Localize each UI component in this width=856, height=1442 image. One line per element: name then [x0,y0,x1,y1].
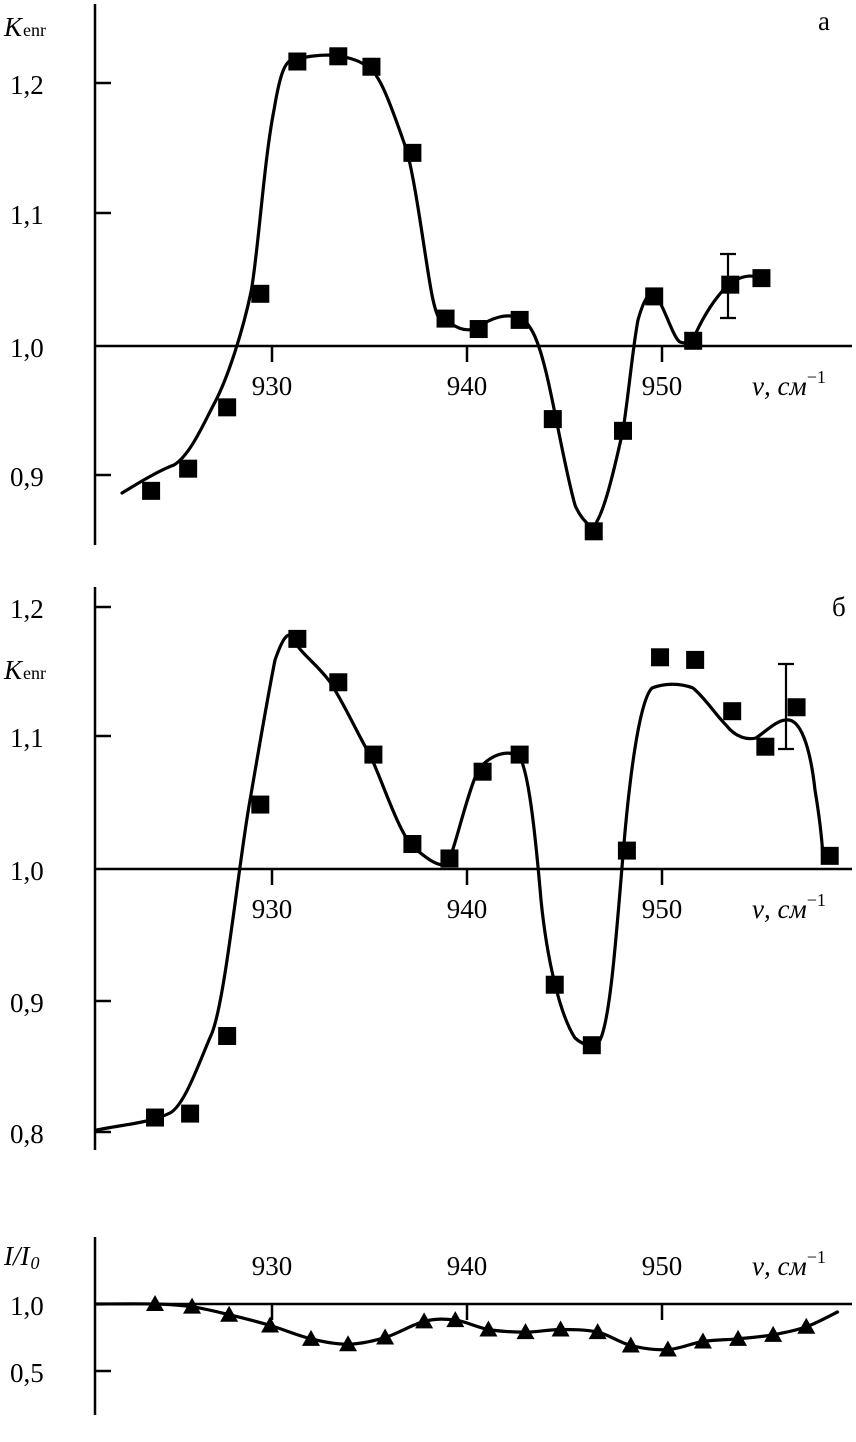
panel-b-marker-13 [617,841,636,860]
panel-a-xlabel: ν, см−1 [752,367,826,401]
panel-c-marker-15 [693,1332,712,1349]
panel-c-xlabel: ν, см−1 [752,1247,826,1281]
panel-a-marker-4 [288,52,307,71]
panel-c-xtick-2: 950 [642,1251,683,1281]
panel-a-marker-10 [510,310,529,329]
panel-a-marker-11 [543,410,562,429]
panel-c-ylabel: I/I0 [3,1241,39,1273]
panel-b-marker-6 [364,745,383,764]
panel-b-marker-9 [473,762,492,781]
panel-b-marker-15 [686,650,705,669]
panel-c: 0,5 1,0 930 940 950 I/I0 ν, см−1 [3,1237,852,1415]
panel-c-marker-18 [797,1317,816,1334]
panel-a-marker-7 [403,143,422,162]
panel-c-marker-16 [729,1329,748,1346]
panel-b-marker-5 [329,673,348,692]
panel-c-ticks [95,1304,664,1373]
panel-c-xtick-1: 940 [447,1251,488,1281]
panel-a-marker-15 [684,331,703,350]
panel-a: 0,9 1,0 1,1 1,2 930 940 950 Kenr ν, см−1… [3,4,852,545]
panel-a-marker-1 [179,459,198,478]
panel-c-marker-3 [261,1316,280,1333]
panel-b-xlabel: ν, см−1 [752,890,826,924]
panel-b-xtick-0: 930 [252,894,293,924]
panel-b-xtick-1: 940 [447,894,488,924]
panel-b-marker-11 [545,975,564,994]
panel-b-ticks [95,605,664,1134]
panel-a-ytick-2: 1,1 [10,200,44,230]
panel-a-marker-12 [584,522,603,541]
panel-c-marker-13 [621,1336,640,1353]
panel-b-xtick-2: 950 [642,894,683,924]
panel-c-marker-0 [146,1295,164,1311]
panel-b-marker-10 [510,745,529,764]
panel-a-xtick-0: 930 [252,371,293,401]
panel-a-ytick-3: 1,2 [10,70,44,100]
panel-c-marker-17 [764,1325,783,1342]
panel-b-marker-18 [787,698,806,717]
panel-b-marker-0 [146,1108,164,1127]
panel-b-ytick-2: 1,0 [10,856,44,886]
panel-c-ytick-1: 1,0 [10,1291,44,1321]
panel-a-letter: а [818,6,830,36]
panel-c-marker-12 [588,1323,607,1340]
panel-c-marker-2 [220,1305,239,1322]
panel-c-ytick-0: 0,5 [10,1358,44,1388]
panel-c-marker-11 [551,1320,570,1337]
panel-a-marker-9 [469,320,488,339]
panel-c-markers [146,1295,816,1357]
panel-a-marker-17 [752,269,771,288]
panel-b-marker-2 [218,1027,237,1046]
panel-a-marker-13 [614,421,632,440]
panel-b-marker-1 [181,1104,200,1123]
panel-a-xtick-1: 940 [447,371,488,401]
panel-b-ytick-1: 0,9 [10,988,44,1018]
panel-a-xtick-2: 950 [642,371,683,401]
panel-b-ylabel: Kenr [3,655,46,685]
panel-b-letter: б [832,592,846,622]
panel-c-marker-6 [376,1328,395,1345]
panel-a-ytick-1: 1,0 [10,333,44,363]
panel-b-marker-19 [820,846,839,865]
panel-a-marker-5 [329,47,348,66]
panel-b-ytick-0: 0,8 [10,1119,44,1149]
panel-c-marker-8 [446,1311,465,1328]
panel-a-marker-14 [645,287,664,306]
panel-c-marker-1 [183,1297,202,1314]
panel-b-ytick-3: 1,1 [10,723,44,753]
panel-a-marker-0 [142,481,161,500]
panel-c-marker-5 [339,1335,358,1352]
panel-c-marker-14 [658,1340,677,1357]
panel-b-marker-3 [251,795,270,814]
panel-a-marker-2 [218,398,237,417]
panel-b: 0,8 0,9 1,0 1,1 1,2 930 940 950 Kenr ν, … [3,587,852,1150]
panel-c-marker-7 [415,1312,434,1329]
panel-a-markers [142,47,771,541]
panel-b-marker-16 [723,702,742,721]
panel-b-marker-8 [440,849,459,868]
panel-b-marker-17 [756,737,775,756]
panel-b-marker-7 [403,835,422,854]
panel-c-marker-9 [479,1320,498,1337]
panel-b-marker-12 [582,1036,601,1055]
panel-a-ticks [95,81,664,477]
panel-a-ytick-0: 0,9 [10,462,44,492]
panel-b-ytick-4: 1,2 [10,594,44,624]
panel-c-xtick-0: 930 [252,1251,293,1281]
panel-a-marker-3 [251,284,270,303]
panel-a-marker-6 [362,57,381,76]
panel-b-curve [95,633,825,1132]
panel-b-markers [146,629,839,1127]
panel-b-marker-14 [651,648,670,667]
panel-c-marker-4 [302,1329,320,1346]
panel-a-marker-8 [436,309,455,328]
panel-a-marker-16 [721,275,740,294]
panel-b-marker-4 [288,629,307,648]
panel-a-ylabel: Kenr [3,12,46,42]
panel-b-error-bar [778,662,794,751]
panel-c-marker-10 [516,1323,535,1340]
